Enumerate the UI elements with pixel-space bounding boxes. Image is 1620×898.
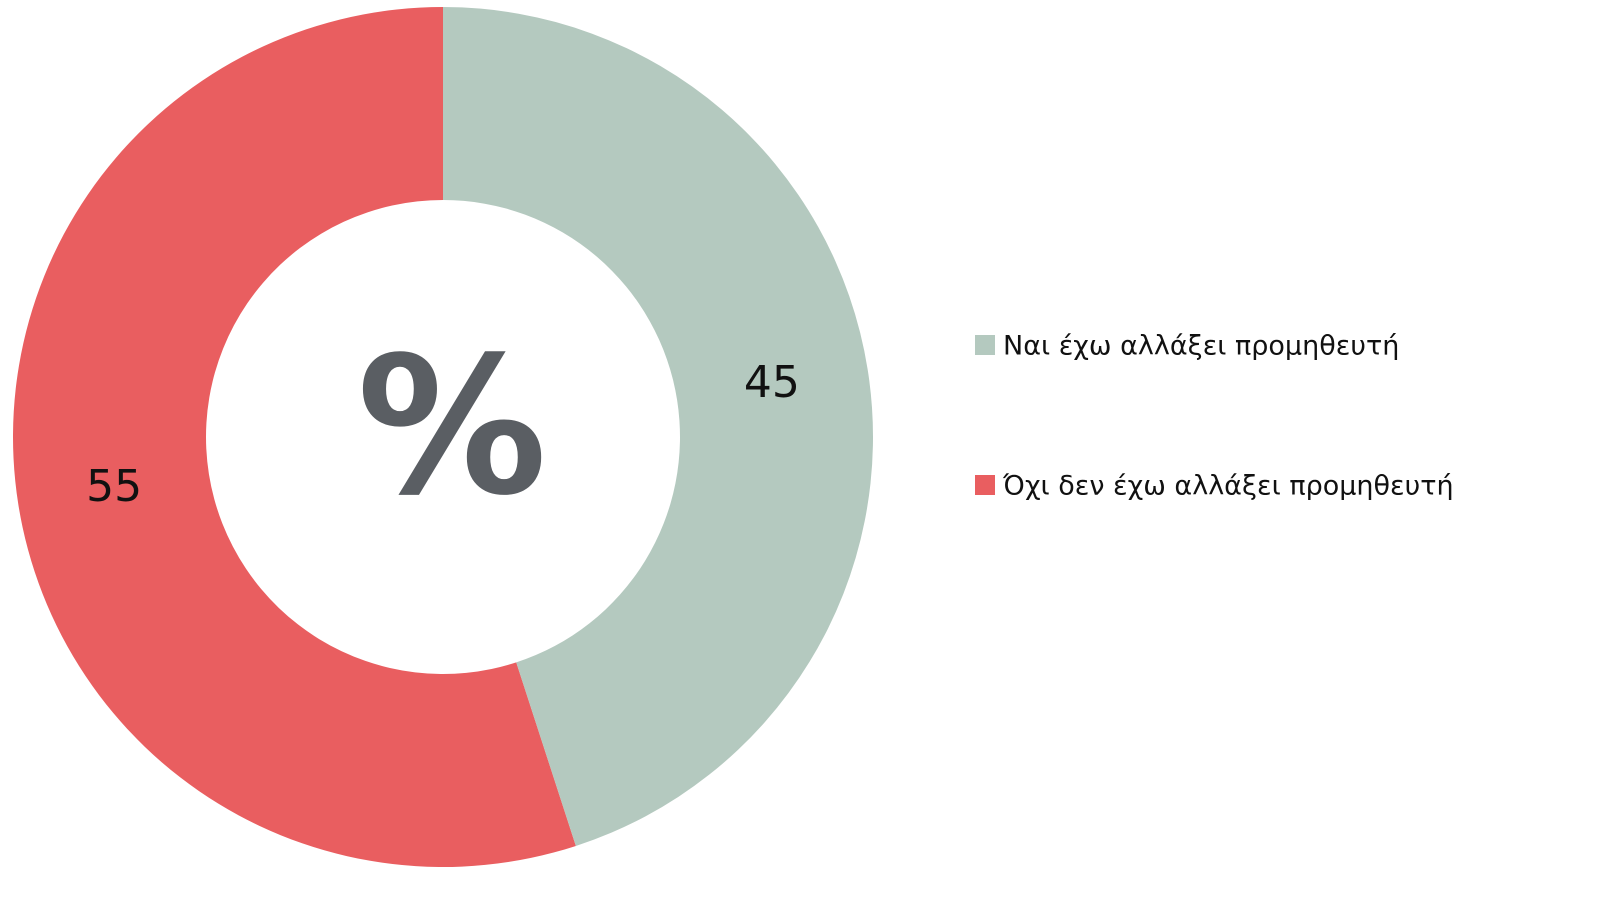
legend-swatch — [975, 335, 995, 355]
legend-swatch — [975, 475, 995, 495]
donut-slice — [12, 7, 576, 868]
donut-slice — [443, 7, 873, 846]
legend-label: Όχι δεν έχω αλλάξει προμηθευτή — [1002, 471, 1454, 502]
data-label: 45 — [744, 357, 800, 408]
legend-label: Ναι έχω αλλάξει προμηθευτή — [1003, 331, 1399, 362]
center-label: % — [357, 316, 547, 537]
data-label: 55 — [86, 461, 142, 512]
